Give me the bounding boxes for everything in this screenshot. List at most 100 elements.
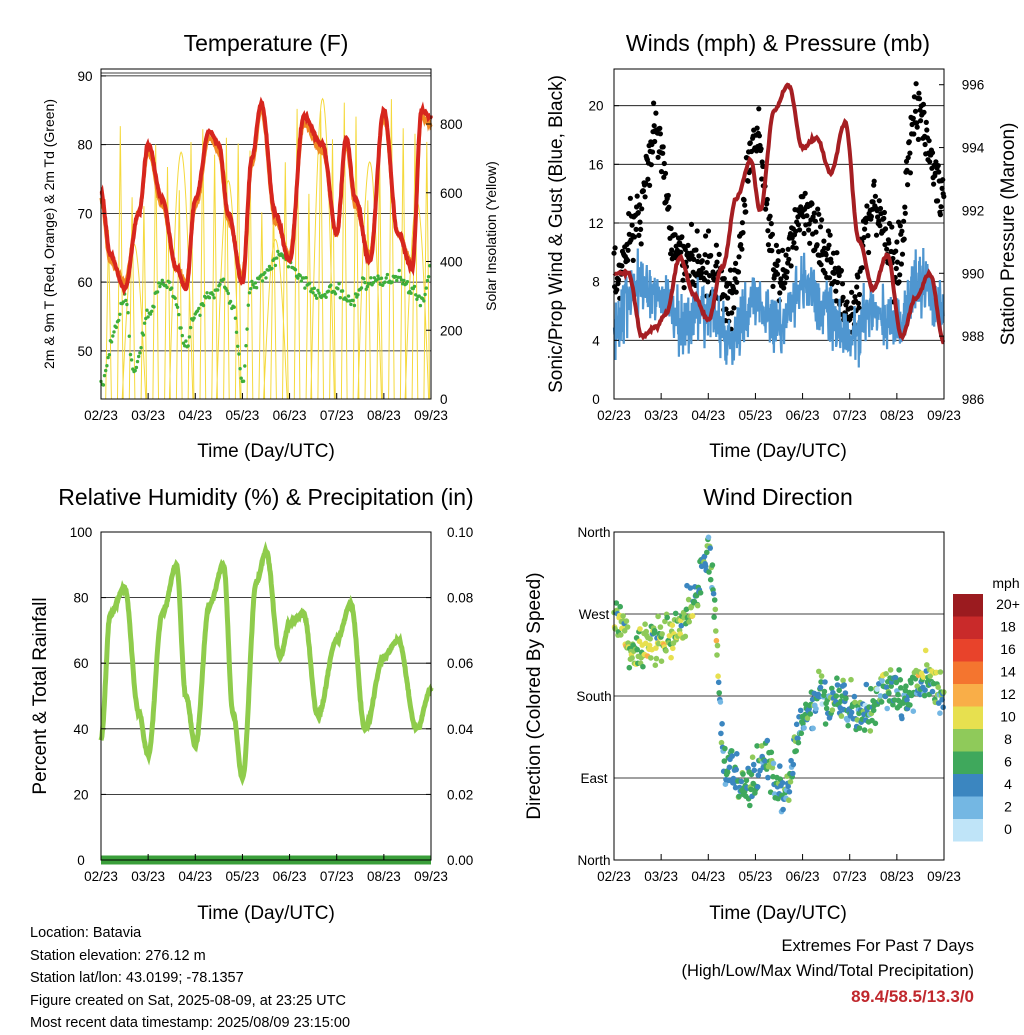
speed-colorbar: mph 20+ 18 16 14 12 10 8 6 4 2 0 xyxy=(953,575,1020,842)
direction-point xyxy=(705,534,712,541)
dewpoint-point xyxy=(352,303,357,308)
gust-point xyxy=(899,251,906,257)
direction-point xyxy=(711,614,717,620)
dewpoint-point xyxy=(417,294,421,298)
direction-point xyxy=(904,697,910,703)
precip-right-tick-label: 0.08 xyxy=(447,591,473,606)
gust-point xyxy=(897,223,903,229)
direction-point xyxy=(922,647,929,654)
winds-right-ticks: 986 988 990 992 994 996 xyxy=(939,78,985,407)
gust-point xyxy=(923,119,929,125)
direction-point xyxy=(657,624,664,630)
dewpoint-point xyxy=(273,263,278,268)
gust-point xyxy=(916,90,922,96)
direction-point xyxy=(863,681,870,688)
gust-point xyxy=(696,253,702,259)
gust-point xyxy=(926,138,932,144)
direction-point xyxy=(678,622,685,629)
dewpoint-point xyxy=(415,297,419,301)
dewpoint-point xyxy=(141,333,146,337)
gust-point xyxy=(756,106,762,112)
direction-point xyxy=(743,777,750,784)
direction-point xyxy=(713,628,719,634)
station-info: Location: Batavia Station elevation: 276… xyxy=(30,922,350,1035)
colorbar-level-label: 6 xyxy=(1004,754,1012,770)
gust-point xyxy=(804,213,810,219)
direction-point xyxy=(922,687,928,693)
direction-point xyxy=(861,727,868,733)
direction-point xyxy=(870,707,877,714)
gust-point xyxy=(936,169,942,175)
dewpoint-point xyxy=(101,383,106,387)
gust-point xyxy=(699,258,705,264)
gust-point xyxy=(631,234,638,240)
winds-left-ticks: 0 4 8 12 16 20 xyxy=(588,99,619,407)
dewpoint-point xyxy=(167,280,172,284)
gust-point xyxy=(735,269,742,275)
winds-x-ticks: 02/23 03/23 04/23 05/23 06/23 07/23 08/23 09/23 xyxy=(597,393,961,423)
gust-point xyxy=(740,230,746,236)
gust-point xyxy=(625,247,631,253)
gust-point xyxy=(873,232,880,238)
direction-point xyxy=(621,628,628,634)
gust-point xyxy=(773,242,780,248)
direction-x-ticks: 02/23 03/23 04/23 05/23 06/23 07/23 08/23 09/23 xyxy=(597,854,961,884)
gust-point xyxy=(685,242,691,248)
dewpoint-point xyxy=(246,303,250,307)
dewpoint-point xyxy=(128,352,133,357)
rh-line xyxy=(98,541,434,787)
gust-point xyxy=(915,136,922,142)
solar-right-tick-label: 0 xyxy=(440,392,448,407)
humidity-left-tick-label: 60 xyxy=(73,656,88,671)
gust-point xyxy=(935,163,941,169)
winds-xtick-label: 05/23 xyxy=(739,408,773,423)
dewpoint-point xyxy=(422,299,426,303)
direction-point xyxy=(884,705,890,712)
gust-point xyxy=(672,232,678,238)
gust-point xyxy=(793,245,799,251)
dewpoint-point xyxy=(396,275,400,279)
winds-left-tick-label: 0 xyxy=(592,392,600,407)
gust-point xyxy=(733,289,739,295)
gust-point xyxy=(679,234,685,240)
direction-point xyxy=(775,795,781,802)
dewpoint-point xyxy=(356,293,360,297)
direction-point xyxy=(754,743,760,749)
humidity-xtick-label: 06/23 xyxy=(273,869,307,884)
gust-point xyxy=(898,261,905,267)
dewpoint-point xyxy=(142,321,147,325)
direction-point xyxy=(844,717,851,723)
dewpoint-point xyxy=(423,292,427,297)
gust-point xyxy=(625,257,631,263)
gust-point xyxy=(914,120,920,126)
dewpoint-point xyxy=(225,289,229,293)
direction-plot-frame xyxy=(613,531,945,861)
direction-point xyxy=(754,784,761,790)
colorbar-swatch xyxy=(953,684,983,707)
direction-point xyxy=(897,677,904,683)
dewpoint-point xyxy=(197,306,201,311)
dewpoint-point xyxy=(226,291,230,296)
dewpoint-point xyxy=(107,353,112,357)
direction-point xyxy=(683,606,690,613)
gust-point xyxy=(776,249,782,255)
dewpoint-point xyxy=(216,288,220,292)
dewpoint-point xyxy=(138,351,142,355)
direction-point xyxy=(937,710,943,716)
gust-point xyxy=(856,291,863,298)
temperature-xtick-label: 07/23 xyxy=(320,408,354,423)
direction-point xyxy=(747,802,753,809)
temperature-x-label: Time (Day/UTC) xyxy=(197,441,335,462)
gust-point xyxy=(906,139,912,145)
station-location: Location: Batavia xyxy=(30,925,142,941)
direction-point xyxy=(666,633,673,639)
gust-point xyxy=(726,280,733,287)
gust-point xyxy=(633,226,639,232)
gust-point xyxy=(935,198,941,204)
dewpoint-point xyxy=(241,379,246,383)
gust-point xyxy=(927,159,933,165)
dewpoint-point xyxy=(307,281,312,285)
direction-point xyxy=(818,679,824,685)
gust-point xyxy=(854,284,860,290)
direction-point xyxy=(770,760,777,767)
